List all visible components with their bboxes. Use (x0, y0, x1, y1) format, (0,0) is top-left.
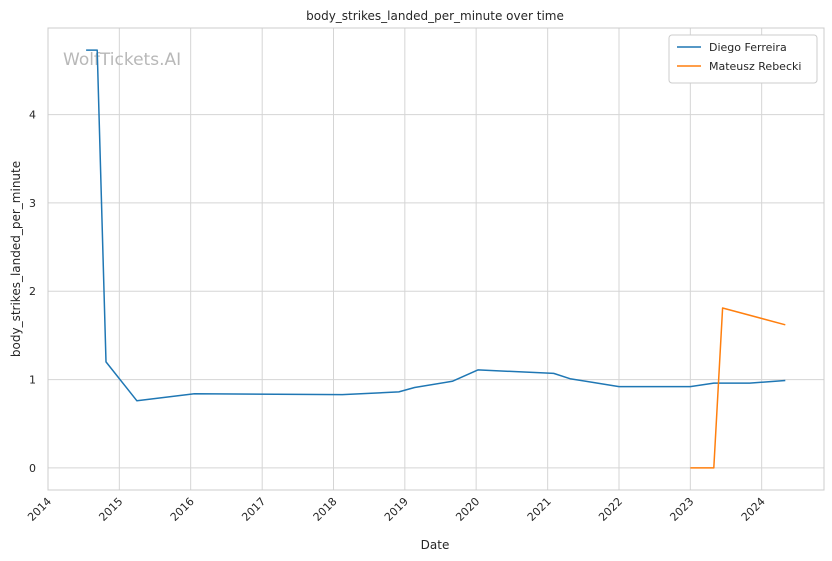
watermark: WolfTickets.AI (63, 50, 181, 70)
series-line-0 (86, 49, 786, 402)
y-axis-title: body_strikes_landed_per_minute (9, 161, 23, 357)
y-tick-label: 0 (29, 462, 36, 475)
y-tick-label: 3 (29, 197, 36, 210)
legend-label: Diego Ferreira (709, 41, 787, 54)
series-line-1 (690, 307, 786, 469)
grid (47, 28, 824, 490)
y-tick-label: 1 (29, 374, 36, 387)
series-lines (86, 49, 786, 469)
y-tick-label: 2 (29, 285, 36, 298)
plot-frame (47, 27, 825, 491)
x-axis-ticks: 2014 2015 2016 2017 2018 2019 2020 2021 2022 2023… (25, 495, 768, 524)
legend-box (668, 34, 818, 84)
y-axis-ticks: 0 1 2 3 4 (29, 109, 36, 475)
chart-title: body_strikes_landed_per_minute over time (306, 9, 564, 23)
y-tick-label: 4 (29, 109, 36, 122)
x-axis-title: Date (421, 538, 450, 552)
legend: Diego Ferreira Mateusz Rebecki (668, 34, 818, 84)
legend-label: Mateusz Rebecki (709, 60, 801, 73)
